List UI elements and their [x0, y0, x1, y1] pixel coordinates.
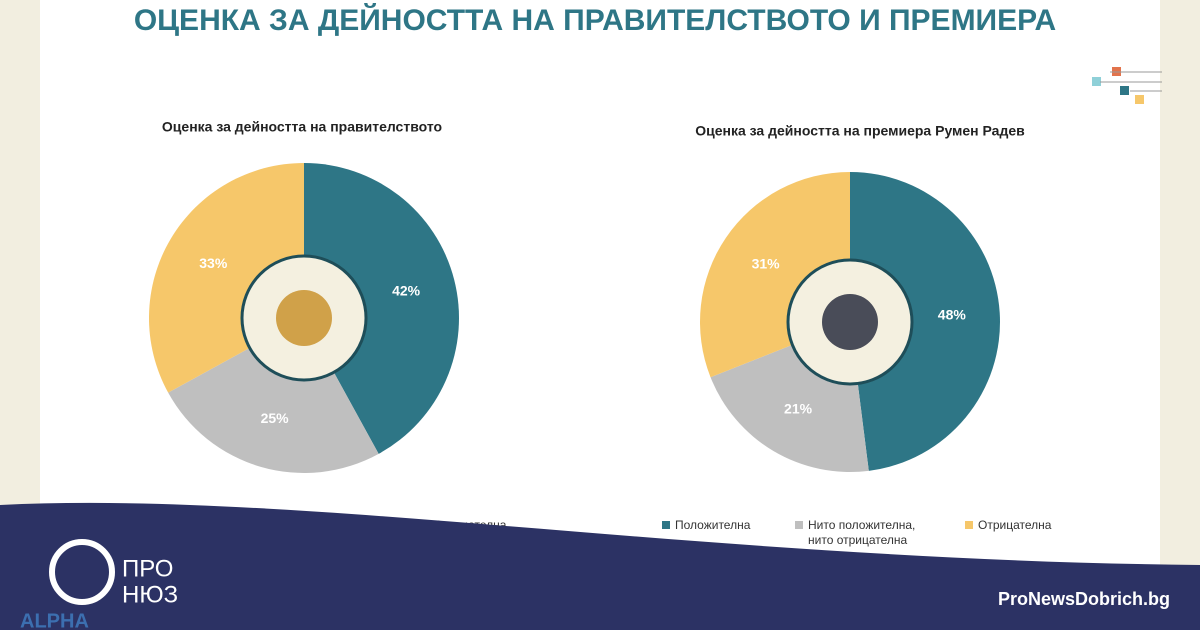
data-label: 33%: [199, 255, 228, 271]
center-emblem: [276, 290, 332, 346]
legend-label: Нито положителна, нито отрицателна: [808, 518, 916, 547]
legend-item: Отрицателна: [420, 518, 568, 533]
main-title: ОЦЕНКА ЗА ДЕЙНОСТТА НА ПРАВИТЕЛСТВОТО И …: [134, 3, 1056, 37]
data-label: 21%: [784, 400, 813, 416]
legend-label: Положителна: [675, 518, 751, 532]
legend-item: Нито положителна, нито отрицателна: [795, 518, 943, 548]
legend-item: Отрицателна: [965, 518, 1113, 533]
pie-slice: [304, 163, 460, 454]
data-label: 31%: [752, 255, 781, 271]
legend-swatch: [795, 521, 803, 529]
chart-title: Оценка за дейността на премиера Румен Ра…: [695, 123, 1025, 139]
legend-label: Отрицателна: [978, 518, 1052, 532]
legend-swatch: [240, 521, 248, 529]
legend-swatch: [965, 521, 973, 529]
legend-swatch: [88, 521, 96, 529]
legend-swatch: [420, 521, 428, 529]
legend-label: Нито положителна, нито отрицателна: [253, 518, 361, 547]
data-label: 48%: [938, 306, 967, 322]
data-label: 25%: [261, 410, 290, 426]
legend-label: Отрицателна: [433, 518, 507, 532]
decor: [1092, 67, 1162, 104]
center-emblem: [822, 294, 878, 350]
legend-item: Положителна: [88, 518, 236, 533]
pie-slice: [168, 318, 379, 474]
legend-item: Нито положителна, нито отрицателна: [240, 518, 388, 548]
legend-swatch: [662, 521, 670, 529]
chart-title: Оценка за дейността на правителството: [162, 119, 442, 135]
legend-label: Положителна: [101, 518, 177, 532]
legend-item: Положителна: [662, 518, 810, 533]
data-label: 42%: [392, 282, 421, 298]
pie-slice: [850, 172, 1001, 471]
